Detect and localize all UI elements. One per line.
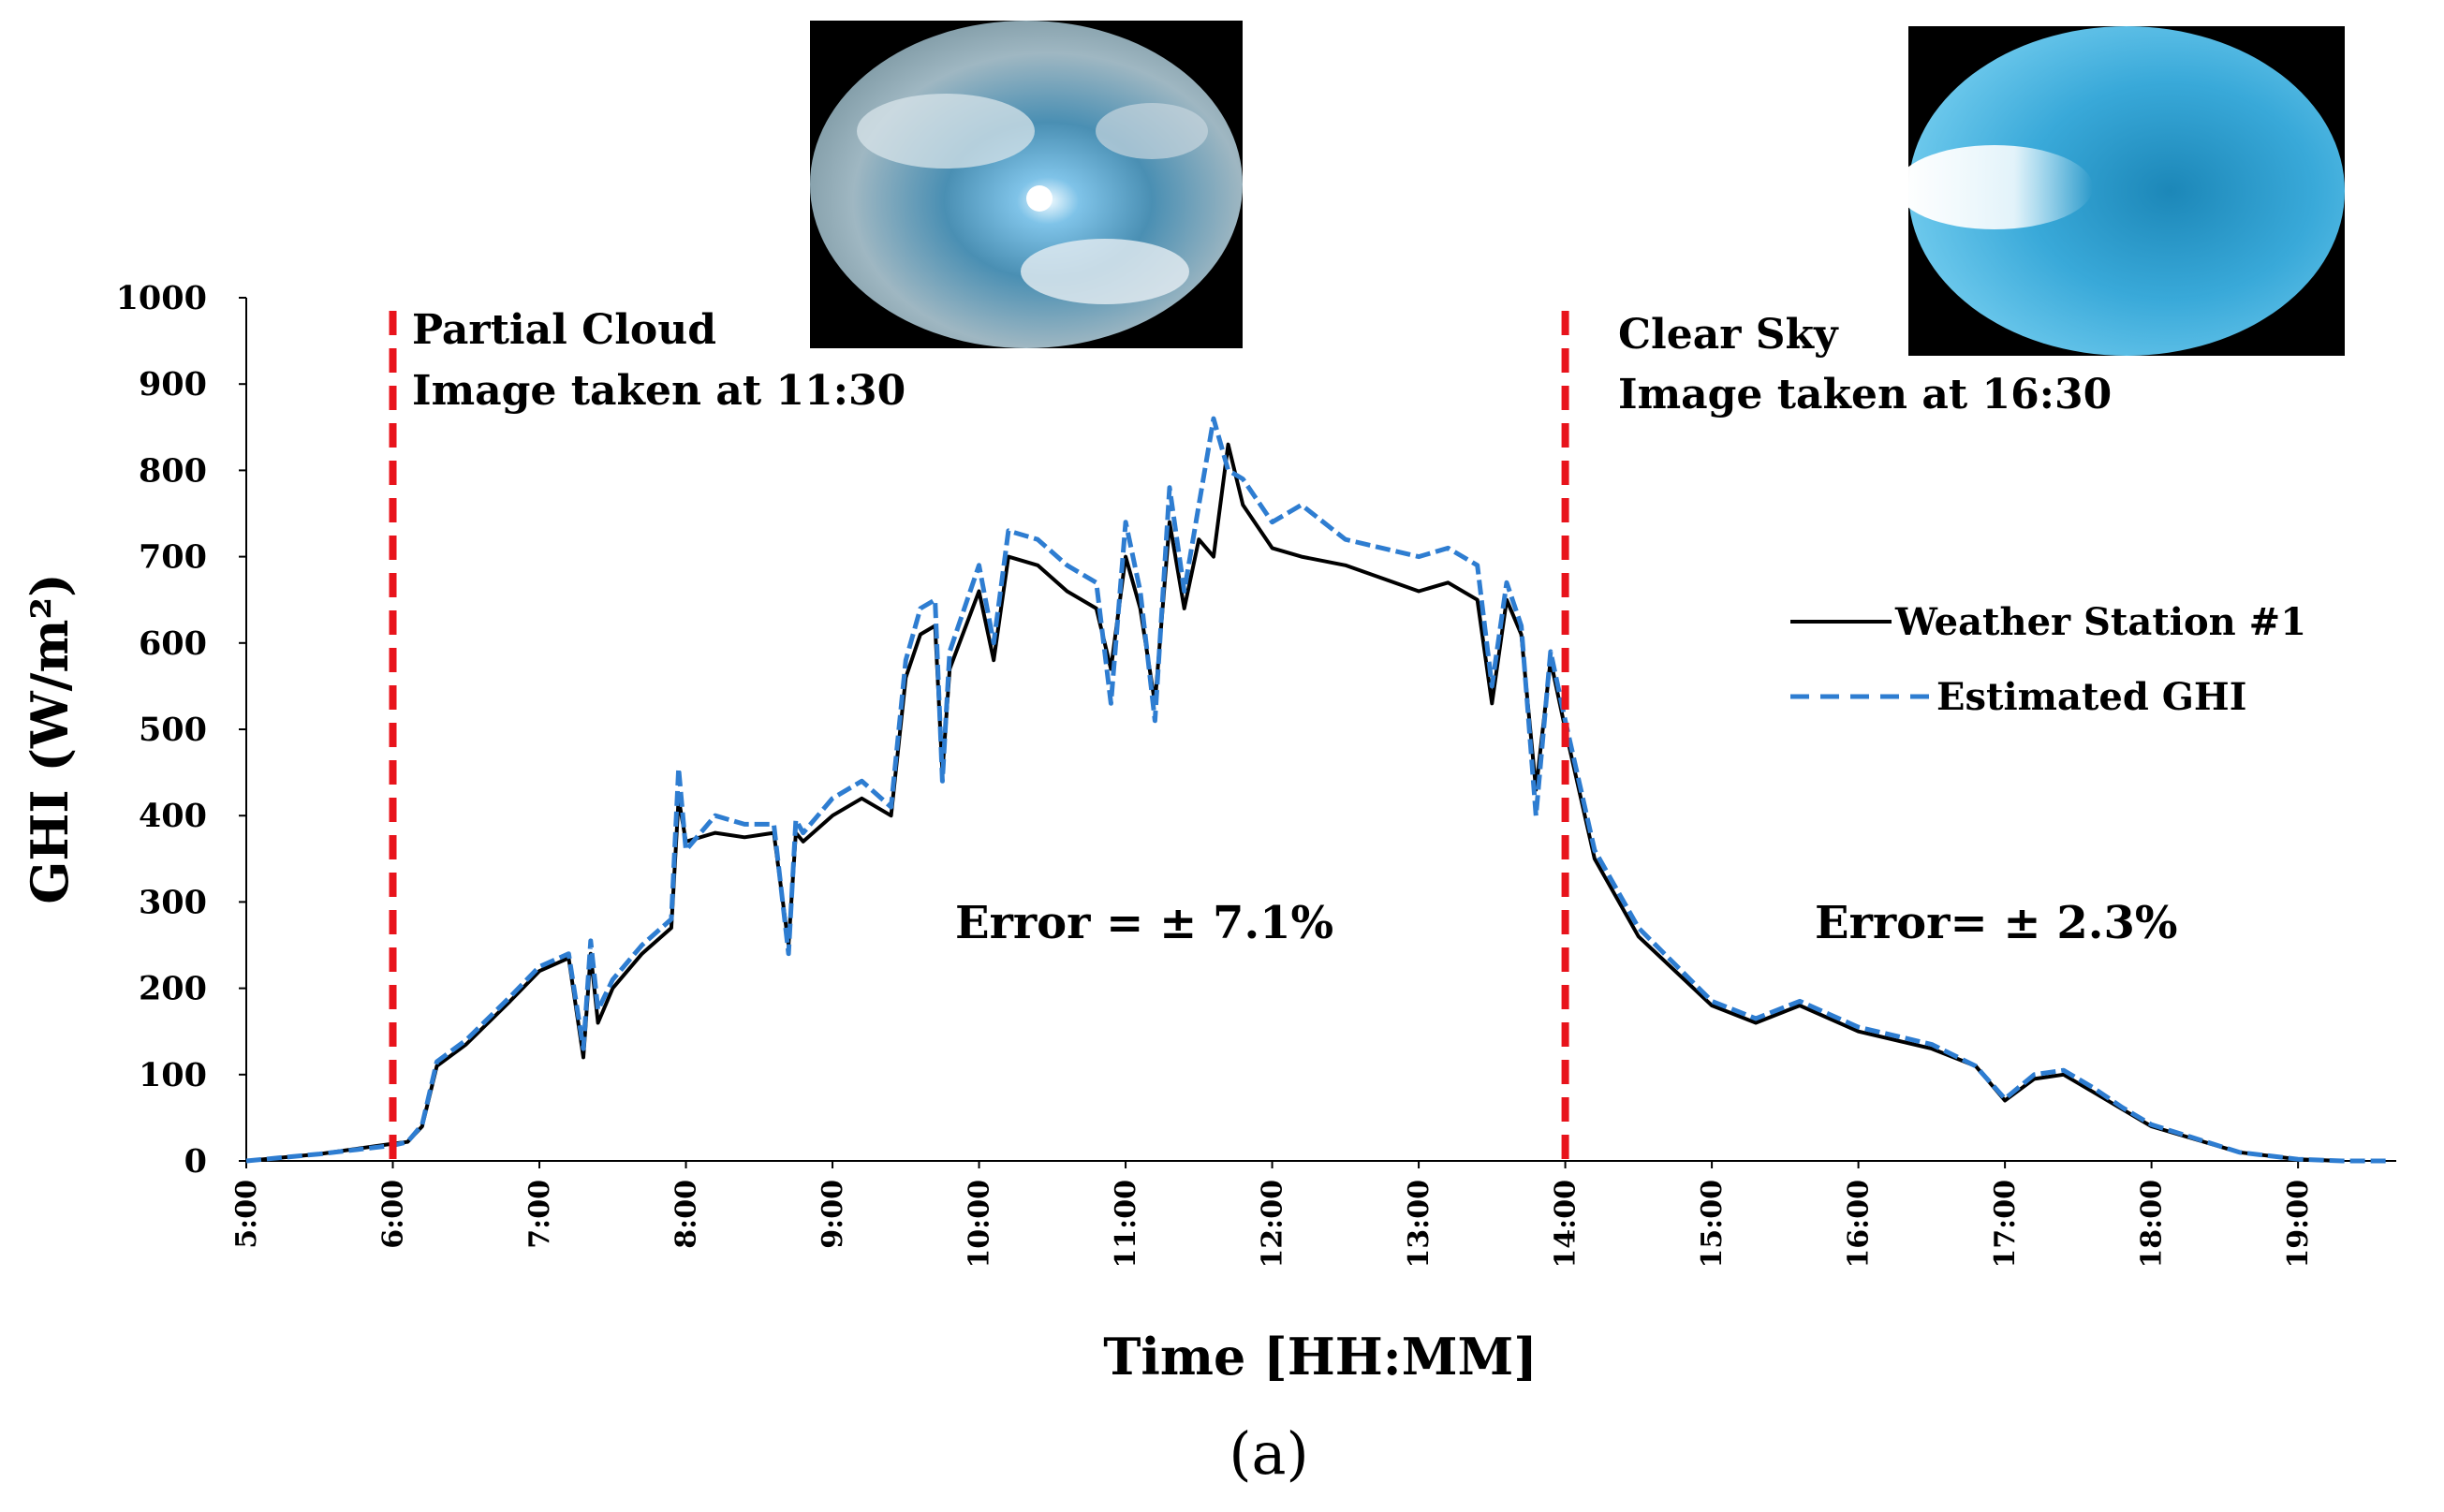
clear-sky-time-label: Image taken at 16:30 bbox=[1618, 371, 2112, 418]
x-tick-label: 18:00 bbox=[2136, 1180, 2169, 1269]
legend-label-estimated-ghi: Estimated GHI bbox=[1936, 675, 2246, 719]
y-tick-label: 100 bbox=[139, 1056, 207, 1094]
series-line-estimated-ghi bbox=[245, 416, 2386, 1164]
x-tick-label: 16:00 bbox=[1843, 1180, 1876, 1269]
plot-area: 0 100 200 300 400 500 600 700 800 900 1000 5:00 6:00… bbox=[20, 279, 2396, 1488]
x-tick-label: 6:00 bbox=[377, 1180, 410, 1249]
partial-cloud-sky-image bbox=[810, 21, 1243, 348]
error-left-label: Error = ± 7.1% bbox=[955, 897, 1333, 949]
y-tick-label: 900 bbox=[139, 365, 207, 404]
clear-sky-image bbox=[1896, 26, 2345, 356]
partial-cloud-label: Partial Cloud bbox=[412, 306, 716, 354]
x-axis-title: Time [HH:MM] bbox=[1103, 1327, 1538, 1387]
y-tick-label: 300 bbox=[139, 883, 207, 921]
error-right-label: Error= ± 2.3% bbox=[1815, 897, 2177, 949]
x-tick-label: 17:00 bbox=[1989, 1180, 2022, 1269]
clear-sky-label: Clear Sky bbox=[1618, 311, 1839, 359]
y-axis-title: GHI (W/m²) bbox=[20, 573, 80, 903]
x-tick-label: 8:00 bbox=[670, 1180, 703, 1249]
series-line-weather-station bbox=[245, 442, 2343, 1163]
x-tick-label: 9:00 bbox=[817, 1180, 849, 1249]
x-tick-label: 15:00 bbox=[1696, 1180, 1729, 1269]
y-tick-label: 600 bbox=[139, 624, 207, 663]
y-tick-label: 400 bbox=[139, 797, 207, 835]
y-tick-label: 500 bbox=[139, 711, 207, 749]
x-tick-label: 10:00 bbox=[964, 1180, 996, 1269]
y-tick-label: 800 bbox=[139, 451, 207, 490]
x-tick-label: 14:00 bbox=[1550, 1180, 1583, 1269]
legend-label-weather-station: Weather Station #1 bbox=[1894, 600, 2306, 644]
x-tick-label: 11:00 bbox=[1110, 1180, 1142, 1269]
x-tick-label: 19:00 bbox=[2282, 1180, 2315, 1269]
y-tick-label: 1000 bbox=[116, 279, 207, 317]
x-tick-label: 13:00 bbox=[1403, 1180, 1435, 1269]
x-tick-label: 7:00 bbox=[523, 1180, 556, 1249]
x-tick-label: 12:00 bbox=[1257, 1180, 1289, 1269]
y-tick-label: 700 bbox=[139, 538, 207, 577]
partial-cloud-time-label: Image taken at 11:30 bbox=[412, 367, 905, 415]
y-tick-label: 200 bbox=[139, 970, 207, 1008]
x-tick-label: 5:00 bbox=[230, 1180, 263, 1249]
figure-caption: (a) bbox=[1229, 1419, 1308, 1488]
y-tick-label: 0 bbox=[184, 1142, 207, 1181]
